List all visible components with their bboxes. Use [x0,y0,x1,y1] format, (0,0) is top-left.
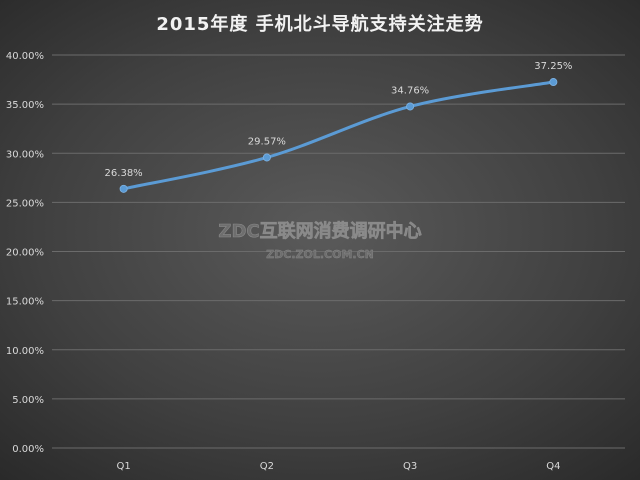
data-label: 37.25% [534,61,572,72]
watermark: ZDC互联网消费调研中心 ZDC.ZOL.COM.CN [218,220,422,262]
watermark-line1: ZDC互联网消费调研中心 [218,220,421,242]
x-tick-label: Q2 [260,461,274,472]
y-tick-label: 35.00% [6,100,44,111]
series-line [122,80,555,191]
data-label: 26.38% [105,168,143,179]
gridlines [52,54,625,449]
data-point [119,184,128,193]
y-axis-ticks: 0.00% 5.00% 10.00% 15.00% 20.00% 25.00% 30.00%… [6,51,44,455]
y-tick-label: 5.00% [12,395,44,406]
chart-title: 2015年度 手机北斗导航支持关注走势 [156,14,484,35]
y-tick-label: 0.00% [12,444,44,455]
x-tick-label: Q3 [403,461,417,472]
x-axis-ticks: Q1 Q2 Q3 Q4 [117,461,561,472]
y-tick-label: 25.00% [6,198,44,209]
data-point [406,102,415,111]
series-layer: 26.38% 29.57% 34.76% 37.25% [105,61,572,193]
data-label: 29.57% [248,136,286,147]
x-tick-label: Q1 [117,461,131,472]
watermark-line2: ZDC.ZOL.COM.CN [266,248,374,261]
data-point [549,78,558,87]
y-tick-label: 20.00% [6,248,44,259]
data-point [262,153,271,162]
data-label: 34.76% [391,85,429,96]
y-tick-label: 40.00% [6,51,44,62]
y-tick-label: 30.00% [6,149,44,160]
y-tick-label: 15.00% [6,297,44,308]
y-tick-label: 10.00% [6,346,44,357]
x-tick-label: Q4 [546,461,560,472]
